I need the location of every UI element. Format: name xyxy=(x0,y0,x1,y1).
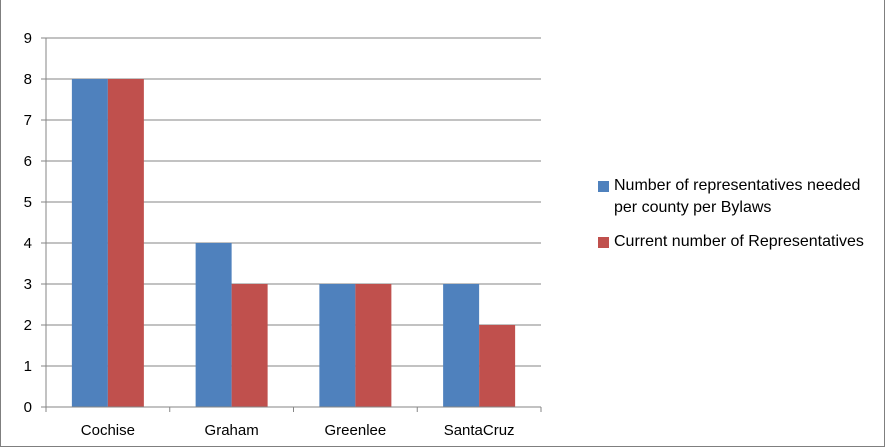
y-tick-label: 3 xyxy=(24,276,32,293)
x-tick-label: SantaCruz xyxy=(444,422,515,439)
bar-santacruz-series-0 xyxy=(443,284,480,407)
bar-cochise-series-1 xyxy=(107,79,144,407)
x-tick-label: Cochise xyxy=(81,422,135,439)
legend: Number of representatives needed per cou… xyxy=(598,175,883,265)
y-tick-label: 1 xyxy=(24,358,32,375)
x-tick-labels: Cochise Graham Greenlee SantaCruz xyxy=(81,422,515,439)
y-tick-label: 9 xyxy=(24,30,32,47)
bar-graham-series-1 xyxy=(231,284,268,407)
x-tick-label: Graham xyxy=(205,422,259,439)
bars xyxy=(71,79,516,407)
legend-label-current: Current number of Representatives xyxy=(614,233,864,250)
legend-item-needed: Number of representatives needed per cou… xyxy=(598,175,883,219)
bar-greenlee-series-1 xyxy=(355,284,392,407)
bar-graham-series-0 xyxy=(195,243,232,407)
x-tick-label: Greenlee xyxy=(325,422,387,439)
y-tick-label: 0 xyxy=(24,399,32,416)
bar-cochise-series-0 xyxy=(71,79,108,407)
legend-label-needed: Number of representatives needed per cou… xyxy=(614,177,861,216)
bar-santacruz-series-1 xyxy=(479,325,516,407)
y-tick-labels: 0 1 2 3 4 5 6 7 8 9 xyxy=(24,30,32,416)
y-tick-label: 8 xyxy=(24,71,32,88)
legend-item-current: Current number of Representatives xyxy=(598,231,883,253)
bar-greenlee-series-0 xyxy=(319,284,356,407)
y-tick-label: 5 xyxy=(24,194,32,211)
y-tick-label: 6 xyxy=(24,153,32,170)
y-tick-label: 2 xyxy=(24,317,32,334)
y-tick-label: 7 xyxy=(24,112,32,129)
legend-swatch-current xyxy=(598,237,609,248)
y-tick-label: 4 xyxy=(24,235,32,252)
legend-swatch-needed xyxy=(598,181,609,192)
axes xyxy=(41,37,542,412)
